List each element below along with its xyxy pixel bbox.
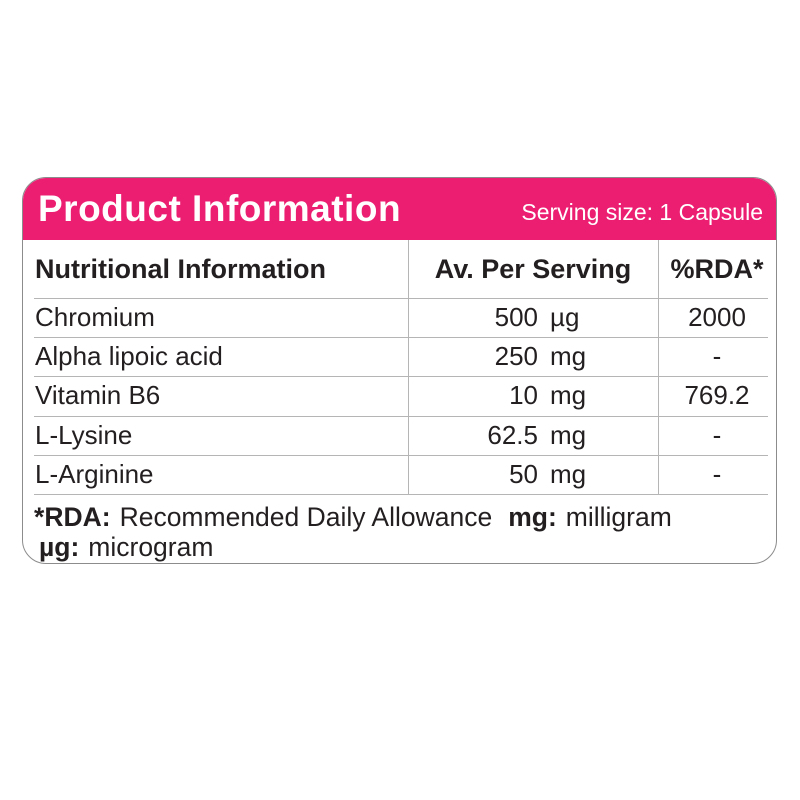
nutrient-unit: µg	[550, 302, 580, 333]
nutrient-unit: mg	[550, 458, 587, 489]
rda-abbrev-label: *RDA:	[34, 502, 111, 532]
nutrient-value: 50	[509, 458, 538, 489]
nutrient-name: Chromium	[35, 302, 155, 333]
nutrient-value: 62.5	[487, 419, 538, 450]
column-divider-1	[408, 240, 409, 494]
nutrient-rda-value: -	[712, 341, 722, 372]
footnote: *RDA: Recommended Daily Allowance mg: milli…	[23, 494, 776, 562]
nutrient-amount: 62.5 mg	[408, 420, 658, 451]
nutrient-rda-value: 769.2	[684, 380, 750, 411]
mg-abbrev-label: mg:	[508, 502, 557, 532]
table-row: Chromium 500 µg 2000	[23, 298, 776, 337]
product-information-label: Product Information Serving size: 1 Caps…	[22, 177, 777, 564]
mg-abbrev-text: milligram	[565, 502, 672, 532]
nutrient-value: 10	[509, 380, 538, 411]
nutrition-table: Nutritional Information Av. Per Serving …	[23, 240, 776, 494]
nutrient-unit: mg	[550, 380, 587, 411]
column-divider-2	[658, 240, 659, 494]
nutrient-value: 500	[494, 302, 538, 333]
footnote-line-1: *RDA: Recommended Daily Allowance mg: milli…	[34, 502, 764, 532]
footnote-line-2: µg: microgram	[34, 532, 764, 562]
column-header-rda: %RDA*	[670, 253, 764, 284]
table-row: L-Arginine 50 mg -	[23, 454, 776, 494]
column-header-av-per-serving: Av. Per Serving	[434, 253, 632, 284]
nutrient-amount: 10 mg	[408, 380, 658, 411]
nutrient-rda-value: 2000	[688, 302, 746, 333]
ug-abbrev-text: microgram	[88, 532, 214, 562]
serving-size-text: Serving size: 1 Capsule	[521, 198, 763, 225]
nutrient-rda-value: -	[712, 458, 722, 489]
nutrient-unit: mg	[550, 419, 587, 450]
nutrient-amount: 500 µg	[408, 302, 658, 333]
banner: Product Information Serving size: 1 Caps…	[23, 178, 776, 240]
nutrient-amount: 50 mg	[408, 459, 658, 490]
nutrient-name: L-Lysine	[35, 419, 133, 450]
page-title: Product Information	[38, 188, 402, 229]
nutrient-value: 250	[494, 341, 538, 372]
column-header-nutritional-information: Nutritional Information	[35, 253, 326, 284]
nutrient-rda-value: -	[712, 419, 722, 450]
nutrient-name: Vitamin B6	[35, 380, 161, 411]
table-row: L-Lysine 62.5 mg -	[23, 415, 776, 455]
table-row: Vitamin B6 10 mg 769.2	[23, 376, 776, 415]
rda-abbrev-text: Recommended Daily Allowance	[119, 502, 493, 532]
nutrient-name: Alpha lipoic acid	[35, 341, 223, 372]
nutrient-amount: 250 mg	[408, 341, 658, 372]
nutrient-unit: mg	[550, 341, 587, 372]
table-header-row: Nutritional Information Av. Per Serving …	[23, 240, 776, 298]
table-row: Alpha lipoic acid 250 mg -	[23, 337, 776, 376]
ug-abbrev-label: µg:	[39, 532, 80, 562]
nutrient-name: L-Arginine	[35, 458, 154, 489]
